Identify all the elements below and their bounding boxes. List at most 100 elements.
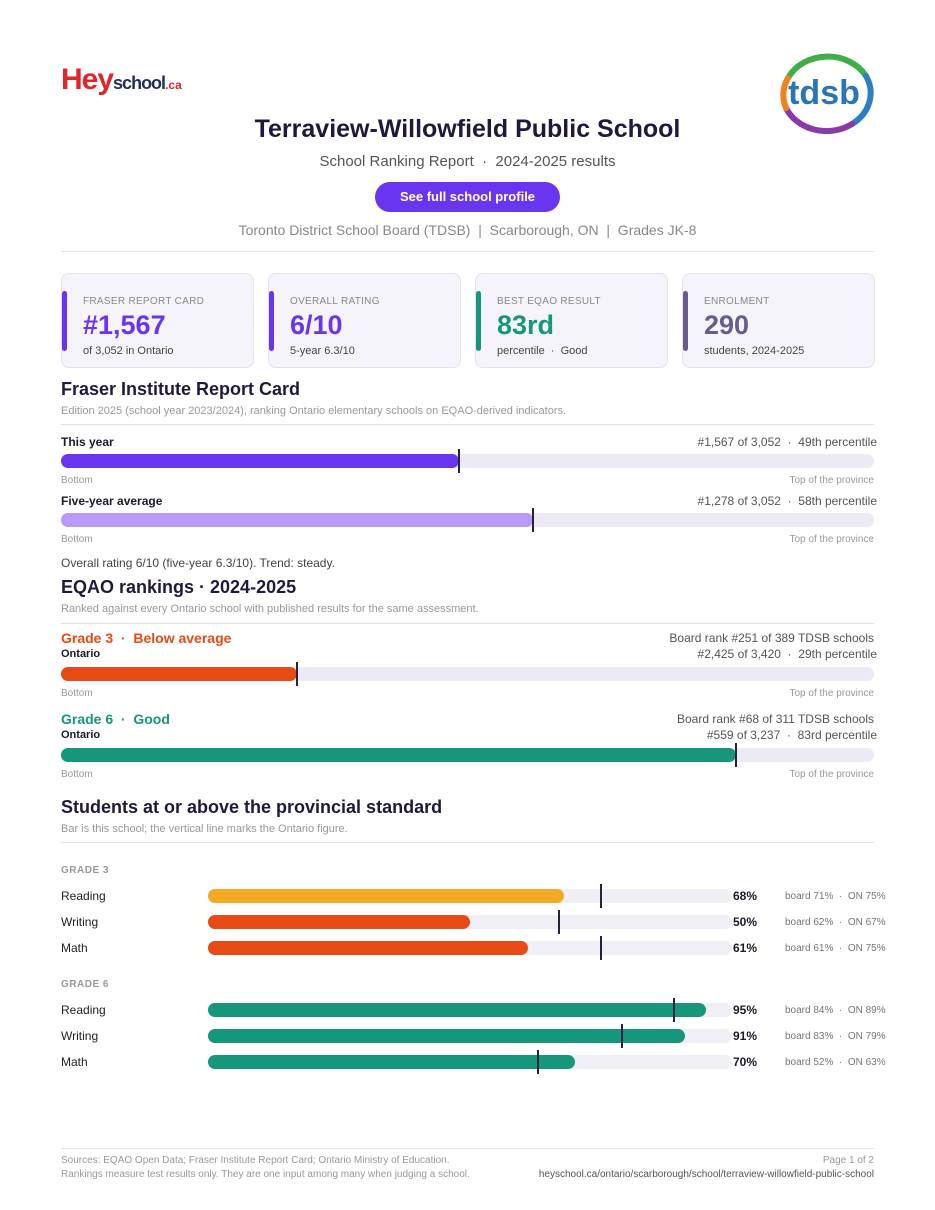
fraser-row-rank: #1,278 of 3,052 · 58th percentile	[697, 494, 877, 508]
page-title: Terraview-Willowfield Public School	[254, 115, 681, 143]
rank-bar	[61, 508, 874, 532]
bar-caption-top: Top of the province	[789, 688, 875, 699]
comparison-figures: board 62% · ON 67%	[785, 917, 886, 928]
rank-marker	[531, 508, 534, 532]
standard-note: Bar is this school; the vertical line ma…	[61, 823, 348, 835]
standard-bar	[208, 1024, 732, 1048]
subject-label: Reading	[61, 1003, 106, 1017]
footer-divider	[61, 1148, 874, 1149]
eqao-ontario-rank: #2,425 of 3,420 · 29th percentile	[697, 647, 877, 661]
rank-bar	[61, 662, 874, 686]
bar-caption-bottom: Bottom	[61, 534, 93, 545]
card-label: ENROLMENT	[704, 296, 770, 307]
card-value: #1,567	[83, 310, 166, 340]
ontario-marker	[600, 884, 602, 908]
school-percent: 91%	[733, 1029, 758, 1043]
comparison-figures: board 84% · ON 89%	[785, 1005, 886, 1016]
divider	[61, 424, 874, 425]
fraser-row-label: This year	[61, 435, 114, 449]
card-label: BEST EQAO RESULT	[497, 296, 601, 307]
card-accent	[476, 291, 481, 351]
school-percent: 68%	[733, 889, 758, 903]
fraser-note: Edition 2025 (school year 2023/2024), ra…	[61, 405, 567, 417]
comparison-figures: board 83% · ON 79%	[785, 1031, 886, 1042]
card-value: 6/10	[290, 310, 343, 340]
ontario-marker	[673, 998, 676, 1022]
rank-bar-fill	[61, 748, 736, 762]
ontario-marker	[620, 1024, 623, 1048]
fraser-summary: Overall rating 6/10 (five-year 6.3/10). …	[61, 556, 335, 570]
eqao-board-rank: Board rank #251 of 389 TDSB schools	[669, 631, 874, 645]
footer-page-number: Page 1 of 2	[822, 1155, 874, 1166]
standard-bar	[208, 998, 732, 1022]
stat-card: FRASER REPORT CARD #1,567 of 3,052 in Onta…	[61, 273, 254, 368]
comparison-figures: board 61% · ON 75%	[785, 943, 886, 954]
school-meta: Toronto District School Board (TDSB) | S…	[238, 222, 697, 238]
bar-caption-top: Top of the province	[789, 534, 875, 545]
bar-caption-bottom: Bottom	[61, 475, 93, 486]
card-accent	[62, 291, 67, 351]
tdsb-logo: tdsb	[780, 53, 874, 134]
standard-bar-fill	[208, 1003, 706, 1017]
bar-caption-bottom: Bottom	[61, 769, 93, 780]
card-sub: students, 2024-2025	[704, 345, 805, 357]
fraser-row-label: Five-year average	[61, 494, 163, 508]
standard-heading: Students at or above the provincial stan…	[61, 797, 443, 817]
fraser-heading: Fraser Institute Report Card	[61, 379, 301, 399]
bar-caption-top: Top of the province	[789, 769, 875, 780]
footer-url[interactable]: heyschool.ca/ontario/scarborough/school/…	[538, 1169, 874, 1180]
ontario-marker	[600, 936, 602, 960]
card-value: 83rd	[497, 310, 555, 340]
school-percent: 61%	[733, 941, 758, 955]
grade-group-label: GRADE 6	[61, 979, 109, 990]
grade-group-label: GRADE 3	[61, 865, 109, 876]
subject-label: Math	[61, 1055, 88, 1069]
footer-disclaimer: Rankings measure test results only. They…	[61, 1169, 470, 1180]
stat-card: BEST EQAO RESULT 83rd percentile · Good	[475, 273, 668, 368]
rank-bar-fill	[61, 667, 297, 681]
svg-text:tdsb: tdsb	[788, 74, 860, 112]
subject-label: Writing	[61, 1029, 99, 1043]
stat-card: OVERALL RATING 6/10 5-year 6.3/10	[268, 273, 461, 368]
subject-label: Reading	[61, 889, 106, 903]
card-sub: of 3,052 in Ontario	[83, 345, 174, 357]
card-value: 290	[704, 310, 750, 340]
standard-bar-fill	[208, 1029, 685, 1043]
footer-sources: Sources: EQAO Open Data; Fraser Institut…	[61, 1155, 450, 1166]
rank-bar-fill	[61, 454, 460, 468]
standard-bar-fill	[208, 941, 528, 955]
card-sub: percentile · Good	[497, 345, 588, 357]
heyschool-logo[interactable]: Heyschool.ca	[61, 63, 182, 96]
card-accent	[683, 291, 688, 351]
divider	[61, 623, 874, 624]
card-label: FRASER REPORT CARD	[83, 296, 205, 307]
standard-bar-fill	[208, 915, 470, 929]
eqao-grade-label: Grade 3 · Below average	[61, 630, 232, 646]
eqao-ontario-rank: #559 of 3,237 · 83rd percentile	[706, 728, 877, 742]
standard-bar-fill	[208, 1055, 575, 1069]
standard-bar-fill	[208, 889, 565, 903]
standard-bar	[208, 884, 732, 908]
standard-bar	[208, 1050, 732, 1074]
eqao-scope-label: Ontario	[61, 648, 101, 660]
rank-bar-fill	[61, 513, 533, 527]
bar-caption-bottom: Bottom	[61, 688, 93, 699]
rank-marker	[734, 743, 737, 767]
eqao-scope-label: Ontario	[61, 729, 101, 741]
ontario-marker	[537, 1050, 540, 1074]
standard-bar	[208, 936, 732, 960]
rank-marker	[295, 662, 298, 686]
see-full-profile-button[interactable]: See full school profile	[375, 182, 560, 212]
school-percent: 50%	[733, 915, 758, 929]
subject-label: Math	[61, 941, 88, 955]
divider	[61, 251, 874, 252]
bar-caption-top: Top of the province	[789, 475, 875, 486]
standard-bar	[208, 910, 732, 934]
fraser-row-rank: #1,567 of 3,052 · 49th percentile	[697, 435, 877, 449]
card-sub: 5-year 6.3/10	[290, 345, 355, 357]
school-percent: 95%	[733, 1003, 758, 1017]
eqao-board-rank: Board rank #68 of 311 TDSB schools	[676, 712, 874, 726]
ontario-marker	[558, 910, 561, 934]
school-percent: 70%	[733, 1055, 758, 1069]
rank-bar	[61, 449, 874, 473]
